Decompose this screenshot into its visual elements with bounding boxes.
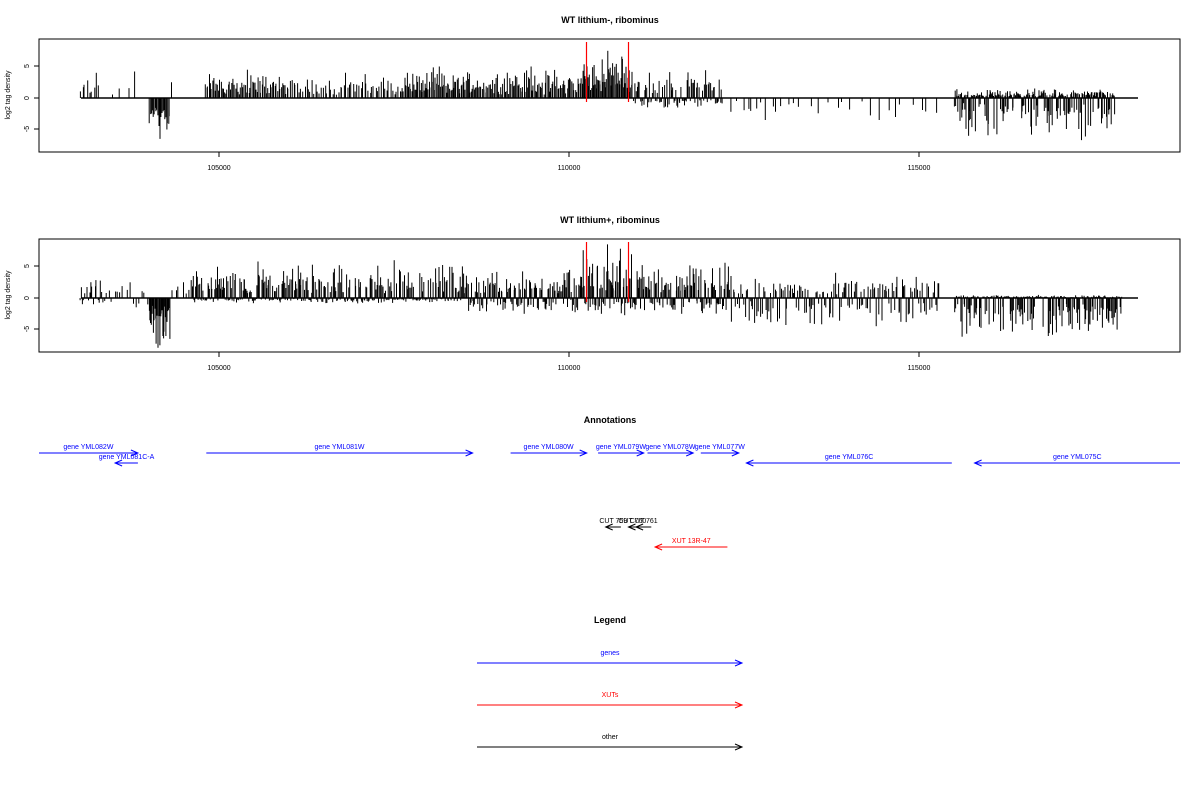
feature-label: gene YML077W [695,444,745,451]
y-tick-label: 0 [24,296,31,300]
annotation-features: gene YML082W gene YML081C-A gene YML081W ge… [39,444,1180,551]
y-axis-label: log2 tag density [5,70,12,120]
x-tick-label: 110000 [558,365,581,372]
annotation-feature: gene YML082W [39,444,140,457]
annotation-feature: gene YML081W [206,444,474,457]
x-tick-label: 105000 [207,165,230,172]
legend-arrow-head [734,659,744,667]
feature-arrow-head [634,523,644,531]
annotation-feature: gene YML077W [695,444,745,457]
annotation-feature: gene YML081C-A [99,454,155,467]
density-bars [79,50,1116,141]
annotations-title: Annotations [584,415,637,425]
legend: Legend genes XUTs other [477,615,744,751]
annotation-feature: CUT 761 [630,518,658,531]
legend-item: genes [477,650,744,667]
legend-label: XUTs [602,692,619,699]
legend-items: genes XUTs other [477,650,744,751]
feature-label: gene YML080W [524,444,574,451]
panel-lithium-plus: WT lithium+, ribominus log2 tag density … [5,215,1181,372]
feature-arrow-head [731,449,741,457]
legend-arrow-head [734,743,744,751]
annotation-feature: gene YML078W [645,444,696,457]
feature-label: gene YML075C [1053,454,1102,461]
feature-label: gene YML078W [645,444,695,451]
y-tick-label: 0 [24,96,31,100]
x-tick-label: 105000 [207,365,230,372]
feature-arrow-head [973,459,982,467]
feature-label: CUT 760 [618,518,646,525]
x-axis: 105000 110000 115000 [207,152,931,172]
y-tick-label: 5 [24,64,31,68]
feature-label: gene YML082W [63,444,113,451]
annotation-feature: gene YML079W [596,444,646,457]
feature-label: gene YML081C-A [99,454,155,461]
feature-arrow-head [653,543,663,551]
y-tick-label: -5 [24,126,31,132]
panel-lithium-minus: WT lithium-, ribominus log2 tag density … [5,15,1181,172]
feature-arrow-head [745,459,754,467]
panel-title: WT lithium-, ribominus [561,15,659,25]
legend-label: other [602,734,619,741]
feature-label: CUT 759 [599,518,627,525]
panel-title: WT lithium+, ribominus [560,215,660,225]
y-axis: 5 0 -5 [24,264,39,332]
y-axis: 5 0 -5 [24,64,39,132]
annotation-feature: CUT 759 [599,518,627,531]
x-tick-label: 115000 [908,365,931,372]
density-bars [79,244,1123,348]
y-tick-label: 5 [24,264,31,268]
feature-arrow-head [579,449,588,457]
plot-frame [38,38,1181,153]
highlight-markers [585,42,630,102]
annotation-feature: gene YML080W [510,444,588,457]
feature-label: gene YML076C [825,454,874,461]
x-tick-label: 115000 [908,165,931,172]
feature-label: CUT 761 [630,518,658,525]
feature-label: gene YML081W [314,444,364,451]
feature-arrow-head [465,449,474,457]
x-tick-label: 110000 [558,165,581,172]
legend-arrow-head [734,701,744,709]
y-tick-label: -5 [24,326,31,332]
feature-arrow-head [627,523,636,531]
feature-arrow-head [113,459,123,467]
feature-arrow-head [130,449,140,457]
feature-label: XUT 13R-47 [672,538,711,545]
legend-label: genes [600,650,620,657]
feature-arrow-head [636,449,645,457]
plot-frame [38,238,1181,353]
x-axis: 105000 110000 115000 [207,352,931,372]
feature-arrow-head [604,523,613,531]
y-axis-label: log2 tag density [5,270,12,320]
legend-item: other [477,734,744,751]
highlight-markers [585,242,630,302]
annotation-feature: gene YML075C [973,454,1180,467]
legend-item: XUTs [477,692,744,709]
annotation-feature: XUT 13R-47 [653,538,728,551]
feature-arrow-head [686,449,695,457]
feature-label: gene YML079W [596,444,646,451]
annotation-feature: gene YML076C [745,454,952,467]
legend-title: Legend [594,615,626,625]
